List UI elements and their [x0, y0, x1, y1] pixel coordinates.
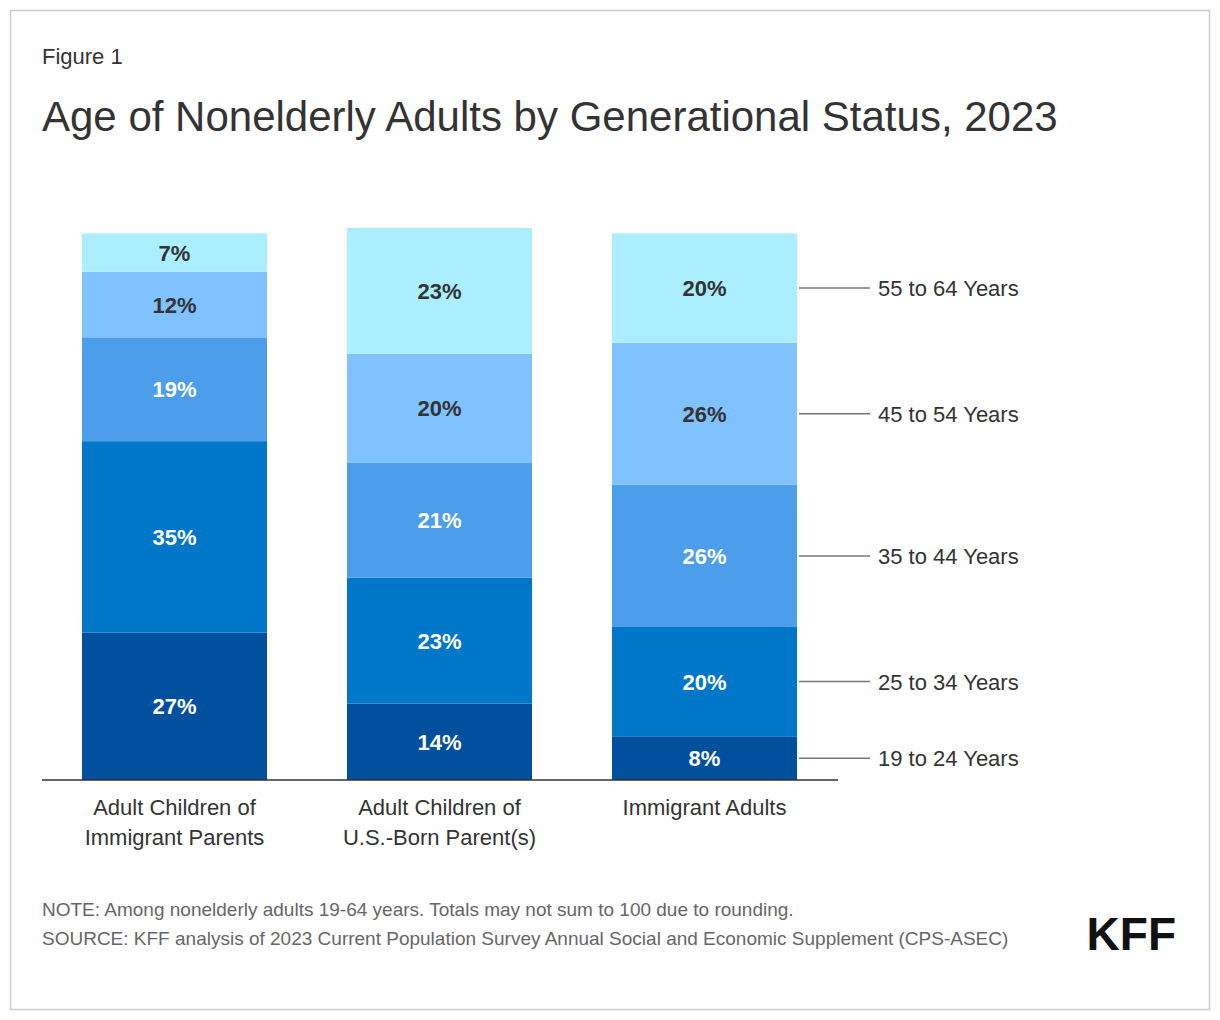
- category-label-line: U.S.-Born Parent(s): [343, 825, 536, 850]
- category-label-line: Adult Children of: [93, 795, 257, 820]
- bar-segment: [612, 233, 797, 342]
- data-label: 20%: [682, 276, 726, 301]
- bar-segment: [347, 578, 532, 704]
- category-label-line: Immigrant Adults: [623, 795, 787, 820]
- source: SOURCE: KFF analysis of 2023 Current Pop…: [42, 924, 1042, 953]
- data-label: 8%: [689, 746, 721, 771]
- bar-segment: [347, 463, 532, 578]
- data-label: 12%: [152, 293, 196, 318]
- bar-segment: [612, 627, 797, 736]
- bar-segment: [82, 441, 267, 632]
- bar-segment: [612, 485, 797, 627]
- category-label: Adult Children of U.S.-Born Parent(s): [343, 795, 536, 850]
- data-label: 23%: [417, 629, 461, 654]
- legend-label: 35 to 44 Years: [878, 544, 1019, 569]
- logo: KFF: [1087, 908, 1176, 960]
- bar-segment: [82, 272, 267, 338]
- bar-segment: [82, 233, 267, 271]
- figure-frame: [11, 11, 1210, 1010]
- legend-leader: [799, 555, 870, 557]
- note: NOTE: Among nonelderly adults 19-64 year…: [42, 895, 1052, 924]
- legend-leader: [799, 681, 870, 683]
- bar-segment: [347, 703, 532, 780]
- data-label: 26%: [682, 544, 726, 569]
- bar-segment: [82, 632, 267, 780]
- data-label: 20%: [682, 670, 726, 695]
- data-label: 7%: [159, 241, 191, 266]
- bars: [82, 228, 797, 780]
- category-label-line: Immigrant Parents: [85, 825, 265, 850]
- legend-leader: [799, 757, 870, 759]
- data-label: 27%: [152, 694, 196, 719]
- data-label: 23%: [417, 279, 461, 304]
- chart-svg: 27% 35% 19% 12% 7% 14% 23% 21% 20% 23% 8% 20% 26% 26%…: [0, 0, 1220, 1020]
- legend-label: 19 to 24 Years: [878, 746, 1019, 771]
- chart-title: Age of Nonelderly Adults by Generational…: [42, 88, 1152, 145]
- legend: 19 to 24 Years 25 to 34 Years 35 to 44 Yea…: [799, 276, 1019, 771]
- bar-segment: [347, 354, 532, 463]
- category-label: Immigrant Adults: [623, 795, 787, 820]
- data-label: 14%: [417, 730, 461, 755]
- legend-label: 55 to 64 Years: [878, 276, 1019, 301]
- data-label: 20%: [417, 396, 461, 421]
- bar-segment: [82, 337, 267, 441]
- legend-label: 25 to 34 Years: [878, 670, 1019, 695]
- category-label-line: Adult Children of: [358, 795, 522, 820]
- category-label: Adult Children of Immigrant Parents: [85, 795, 265, 850]
- legend-label: 45 to 54 Years: [878, 402, 1019, 427]
- data-label: 26%: [682, 402, 726, 427]
- bar-segment: [612, 736, 797, 780]
- x-axis-line: [42, 779, 838, 781]
- data-label: 19%: [152, 377, 196, 402]
- x-axis-labels: Adult Children ofImmigrant ParentsAdult …: [85, 795, 787, 850]
- data-label: 21%: [417, 508, 461, 533]
- data-labels: 27% 35% 19% 12% 7% 14% 23% 21% 20% 23% 8% 20% 26% 26%…: [152, 241, 726, 772]
- bar-segment: [347, 228, 532, 354]
- legend-leader: [799, 287, 870, 289]
- data-label: 35%: [152, 525, 196, 550]
- legend-leader: [799, 413, 870, 415]
- figure-label: Figure 1: [42, 44, 123, 70]
- bar-segment: [612, 343, 797, 485]
